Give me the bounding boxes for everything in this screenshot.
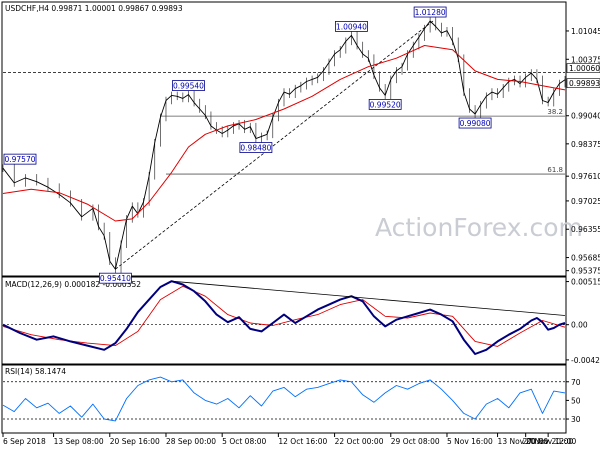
macd-signal-line [2, 285, 566, 347]
main-y-tick-label: 0.98375 [571, 140, 600, 149]
macd-series-group: 0.005154 0.00 -0.004209 [2, 278, 600, 365]
macd-y-tick-label: -0.004209 [571, 356, 600, 365]
rsi-y-tick-label: 50 [571, 396, 581, 405]
swing-point-label-box [3, 153, 37, 165]
main-series-group: 1.01045 1.00375 0.99040 0.98375 0.97610 0.970… [2, 6, 600, 284]
x-tick-label: 12 Oct 16:00 [278, 437, 327, 446]
rsi-panel [1, 364, 567, 434]
swing-point-label: 0.95410 [100, 274, 131, 283]
swing-point-label-box [368, 99, 402, 110]
swing-point-label-box [458, 117, 492, 129]
swing-point-label: 0.99540 [173, 82, 204, 91]
fib-level-label: 61.8 [547, 166, 563, 174]
x-tick-label: 6 Sep 2018 [3, 437, 46, 446]
swing-point-label: 0.97570 [4, 155, 35, 164]
swing-point-label-box [239, 142, 273, 153]
current-price-tag [566, 63, 600, 73]
current-price-tag [566, 78, 600, 88]
x-tick-label: 27 Nov 20:00 [523, 437, 574, 446]
rsi-series-group: 70 50 30 [2, 376, 581, 424]
swing-point-label: 0.99080 [460, 119, 491, 128]
fib-level-label: 38.2 [547, 108, 563, 116]
swing-point-label: 1.01280 [415, 8, 446, 17]
main-panel [1, 1, 567, 277]
swing-point-label: 1.00940 [336, 22, 367, 31]
macd-y-tick-label: 0.00 [571, 321, 588, 330]
watermark: ActionForex.com [375, 213, 583, 242]
x-tick-label: 5 Nov 16:00 [447, 437, 493, 446]
support-trendline [115, 20, 434, 270]
main-y-tick-label: 0.97025 [571, 197, 600, 206]
swing-point-label-box [172, 80, 205, 91]
main-y-tick-label: 0.96355 [571, 225, 600, 234]
swing-point-label: 0.99520 [370, 100, 401, 109]
rsi-title: RSI(14) 58.1474 [5, 367, 66, 376]
rsi-y-tick-label: 70 [571, 378, 581, 387]
x-tick-label: 13 Sep 08:00 [54, 437, 104, 446]
ema-series-line [2, 45, 566, 222]
swing-point-label-box [335, 20, 368, 32]
macd-title: MACD(12,26,9) 0.000182 -0.000352 [5, 280, 141, 289]
macd-panel [1, 276, 567, 365]
main-y-tick-label: 1.01045 [571, 27, 600, 36]
x-tick-label: 20 Sep 16:00 [110, 437, 160, 446]
x-tick-label: 5 Oct 08:00 [222, 437, 266, 446]
price-series-line [2, 20, 566, 270]
x-axis: 6 Sep 2018 13 Sep 08:00 20 Sep 16:00 28 Sep… [2, 433, 577, 446]
current-price-tag-label: 0.99893 [569, 79, 600, 88]
main-y-tick-label: 1.00375 [571, 55, 600, 64]
x-tick-label: 20 Nov 12:00 [526, 437, 577, 446]
x-tick-label: 22 Oct 00:00 [335, 437, 384, 446]
rsi-y-tick-label: 30 [571, 415, 581, 424]
macd-line [2, 280, 566, 355]
main-y-tick-label: 0.97610 [571, 172, 600, 181]
current-price-tag-label: 1.00060 [569, 64, 600, 73]
rsi-line [2, 376, 566, 422]
swing-point-label: 0.98480 [240, 144, 271, 153]
macd-y-tick-label: 0.005154 [571, 278, 600, 287]
main-y-tick-label: 0.95685 [571, 254, 600, 263]
swing-point-label-box [99, 272, 132, 284]
x-tick-label: 13 Nov 00:00 [498, 437, 549, 446]
main-y-tick-label: 0.95375 [571, 267, 600, 276]
main-y-tick-label: 0.99040 [571, 112, 600, 121]
main-title: USDCHF,H4 0.99871 1.00001 0.99867 0.9989… [5, 4, 183, 13]
swing-point-label-box [413, 6, 447, 18]
x-tick-label: 28 Sep 00:00 [166, 437, 216, 446]
x-tick-label: 29 Oct 08:00 [391, 437, 440, 446]
macd-divergence-trendline [171, 280, 566, 316]
